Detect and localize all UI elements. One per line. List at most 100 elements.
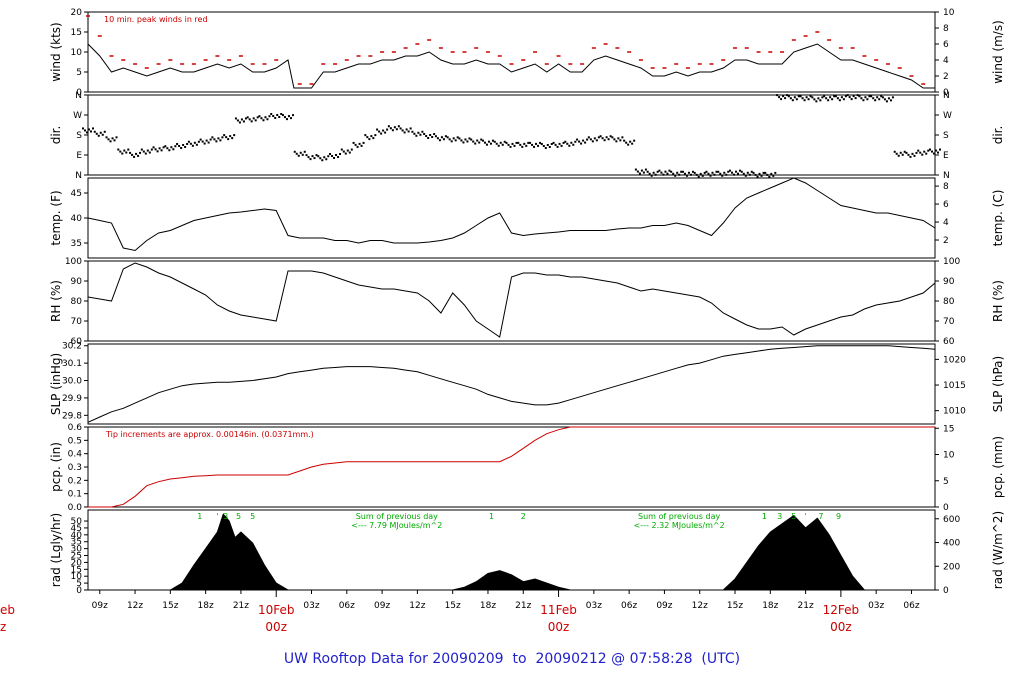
direction-point: [854, 97, 857, 100]
direction-point: [229, 135, 232, 138]
direction-point: [113, 139, 116, 142]
radiation-hour-mark: 1: [489, 512, 494, 521]
direction-point: [593, 137, 596, 140]
direction-point: [376, 128, 379, 131]
direction-point: [438, 139, 441, 142]
direction-point: [203, 142, 206, 145]
direction-point: [413, 132, 416, 135]
direction-point: [864, 96, 867, 99]
direction-point: [421, 130, 424, 133]
direction-point: [480, 138, 483, 141]
direction-point: [452, 137, 455, 140]
direction-point: [187, 140, 190, 143]
direction-point: [811, 96, 814, 99]
direction-point: [544, 147, 547, 149]
direction-point: [644, 168, 647, 171]
direction-point: [580, 142, 583, 145]
x-tick-label: 15z: [162, 601, 178, 611]
temp-left-axis-label: temp. (F): [49, 190, 63, 245]
direction-point: [99, 131, 102, 134]
direction-point: [160, 149, 163, 152]
wind-right-tick-label: 2: [943, 72, 949, 82]
direction-point: [515, 141, 518, 144]
direction-point: [823, 95, 826, 98]
direction-point: [462, 141, 465, 144]
direction-point: [919, 151, 922, 154]
direction-point: [634, 168, 637, 171]
x-tick-label: 09z: [374, 601, 390, 611]
pcp-line: [88, 426, 935, 508]
direction-point: [442, 138, 445, 141]
direction-point: [540, 143, 543, 145]
direction-point: [168, 149, 171, 152]
direction-point: [242, 120, 245, 123]
direction-point: [464, 138, 467, 141]
rad-left-tick-label: 5: [76, 579, 82, 589]
direction-point: [234, 117, 237, 120]
direction-point: [144, 152, 147, 155]
direction-point: [135, 152, 138, 155]
direction-point: [833, 95, 836, 98]
rad-right-tick-label: 0: [943, 586, 949, 596]
direction-point: [546, 144, 549, 146]
direction-point: [568, 144, 571, 147]
dir-right-tick-label: N: [943, 91, 950, 101]
direction-point: [370, 135, 373, 138]
direction-point: [889, 99, 892, 102]
direction-point: [876, 96, 879, 99]
x-tick-label: 18z: [480, 601, 496, 611]
date-label: 10Feb: [258, 603, 295, 617]
direction-point: [374, 134, 377, 137]
direction-point: [795, 98, 798, 101]
direction-point: [735, 170, 738, 173]
radiation-sum-value: <--- 7.79 MJoules/m^2: [351, 521, 442, 530]
rad-left-tick-label: 40: [71, 531, 83, 541]
rh-left-tick-label: 90: [71, 277, 83, 287]
direction-point: [619, 139, 622, 142]
direction-point: [339, 153, 342, 155]
direction-point: [256, 116, 259, 119]
direction-point: [519, 143, 522, 146]
direction-point: [472, 140, 475, 143]
direction-point: [233, 134, 236, 137]
pcp-panel-frame: [87, 426, 936, 508]
wind-panel-frame: [87, 11, 936, 93]
direction-point: [570, 141, 573, 144]
radiation-hour-mark: ': [216, 512, 218, 521]
direction-point: [917, 149, 920, 152]
footer-time: 07:58:28: [629, 651, 693, 667]
direction-point: [191, 144, 194, 147]
direction-point: [93, 130, 96, 133]
dir-right-axis-label: dir.: [991, 126, 1005, 145]
slp-right-tick-label: 1010: [943, 407, 966, 417]
direction-point: [636, 170, 639, 173]
direction-point: [601, 137, 604, 140]
direction-point: [737, 172, 740, 175]
direction-point: [662, 173, 665, 176]
direction-point: [803, 99, 806, 102]
radiation-hour-mark: 7: [818, 512, 823, 521]
direction-point: [440, 136, 443, 139]
wind-annotation: 10 min. peak winds in red: [104, 15, 208, 24]
direction-point: [750, 170, 753, 173]
slp-left-tick-label: 30.0: [62, 377, 82, 387]
direction-point: [346, 149, 349, 152]
direction-point: [656, 170, 659, 173]
direction-point: [554, 143, 557, 146]
direction-point: [195, 143, 198, 146]
direction-point: [95, 132, 98, 135]
direction-point: [799, 95, 802, 98]
direction-point: [676, 171, 679, 174]
x-tick-label: 06z: [903, 601, 919, 611]
radiation-hour-mark: ': [804, 512, 806, 521]
direction-point: [378, 130, 381, 133]
x-tick-label: 18z: [198, 601, 214, 611]
wind-right-tick-label: 4: [943, 56, 949, 66]
direction-point: [299, 151, 302, 154]
direction-point: [117, 148, 120, 151]
radiation-hour-mark: 1: [197, 512, 202, 521]
direction-point: [697, 175, 700, 178]
direction-point: [427, 137, 430, 139]
dir-panel-frame: [87, 94, 936, 176]
